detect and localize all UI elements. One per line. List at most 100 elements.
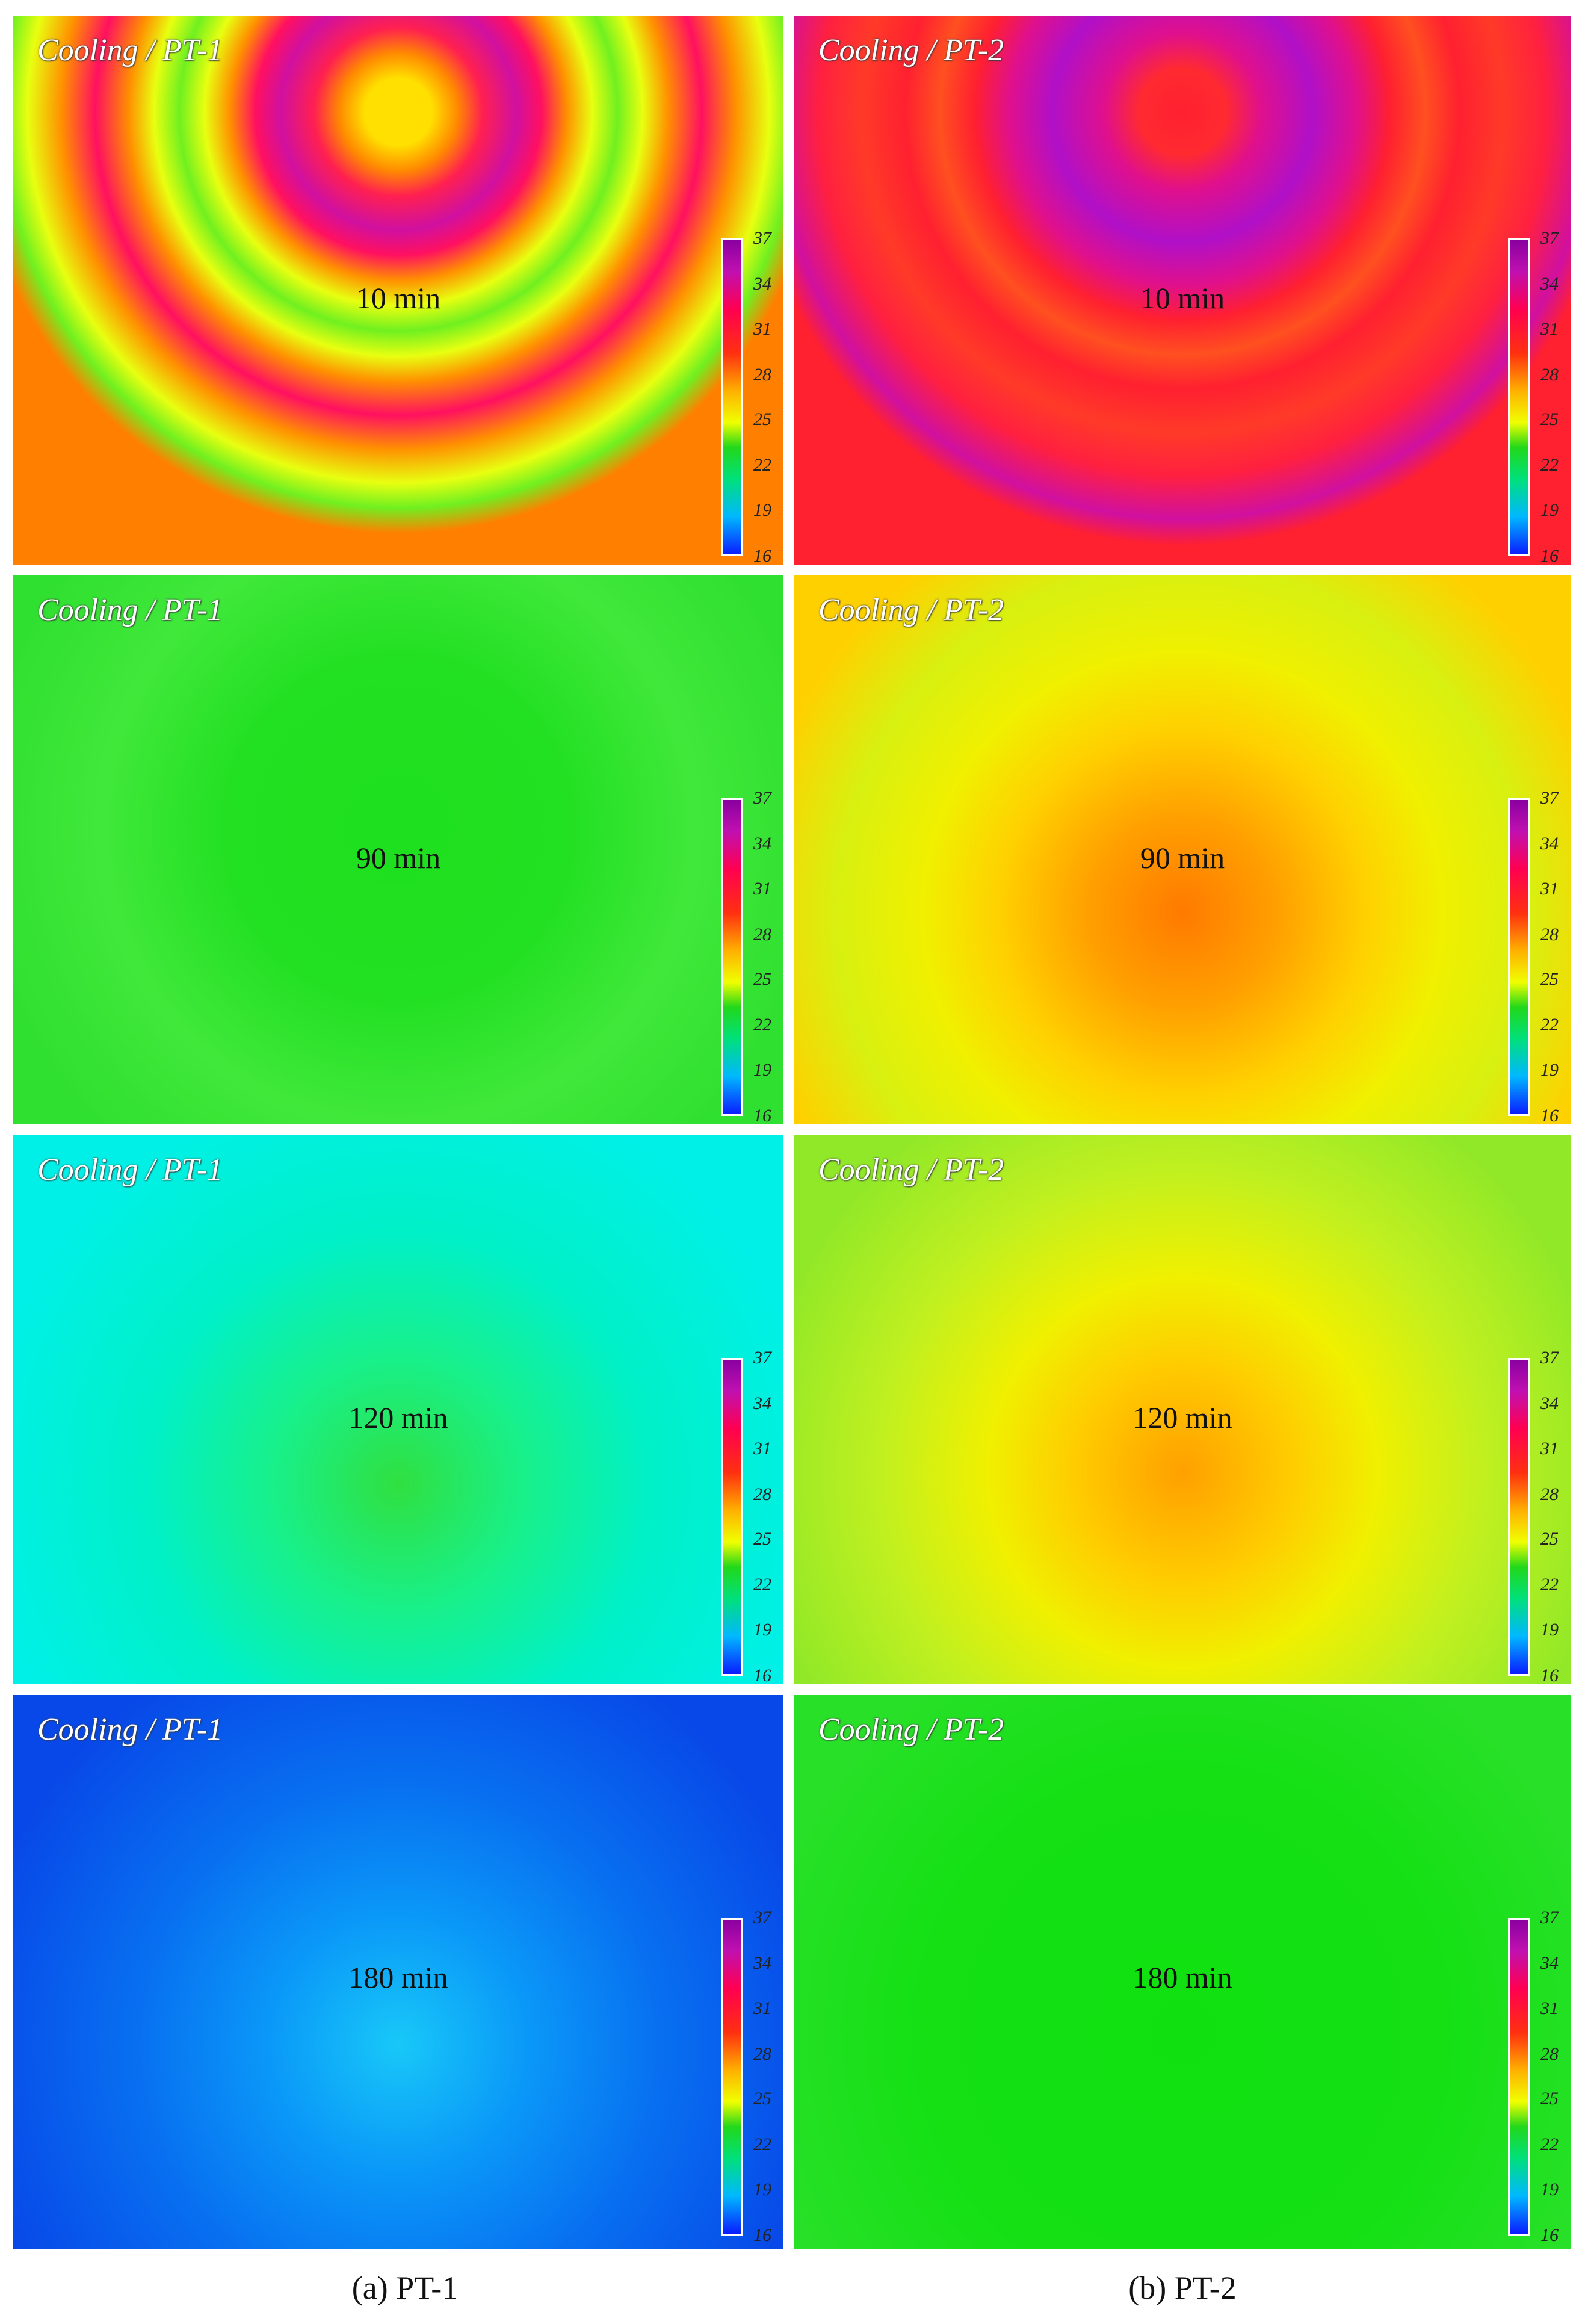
colorbar-tick: 16	[1540, 1106, 1559, 1125]
panel-title: Cooling / PT-1	[37, 33, 223, 67]
colorbar-tick: 31	[1540, 879, 1559, 899]
colorbar-tick: 34	[1540, 833, 1559, 854]
thermal-panel-pt1-120min: Cooling / PT-1 120 min 37 34 31 28 25 22…	[13, 1135, 783, 1684]
colorbar-tick: 22	[753, 2134, 771, 2154]
thermal-panel-pt1-90min: Cooling / PT-1 90 min 37 34 31 28 25 22 …	[13, 575, 783, 1124]
colorbar-tick: 34	[753, 1393, 771, 1413]
panel-title: Cooling / PT-1	[37, 1153, 223, 1187]
colorbar-tick: 37	[753, 228, 771, 248]
colorbar	[1508, 1358, 1530, 1676]
colorbar-tick: 37	[753, 788, 771, 808]
thermal-image-pt2-120min	[794, 1135, 1571, 1684]
panel-time-label: 90 min	[356, 841, 441, 875]
thermal-image-pt1-10min	[13, 16, 783, 565]
colorbar-tick: 16	[1540, 2225, 1559, 2245]
thermal-panel-pt2-10min: Cooling / PT-2 10 min 37 34 31 28 25 22 …	[794, 16, 1571, 565]
colorbar-tick: 25	[753, 409, 771, 430]
colorbar-tick: 16	[753, 1666, 771, 1685]
panel-time-label: 120 min	[348, 1401, 448, 1434]
colorbar-ticks: 37 34 31 28 25 22 19 16	[1530, 789, 1559, 1125]
colorbar-tick: 34	[1540, 273, 1559, 294]
colorbar-ticks: 37 34 31 28 25 22 19 16	[743, 1349, 771, 1685]
thermal-panel-pt1-180min: Cooling / PT-1 180 min 37 34 31 28 25 22…	[13, 1695, 783, 2249]
colorbar-tick: 22	[753, 454, 771, 475]
colorbar-ticks: 37 34 31 28 25 22 19 16	[1530, 1909, 1559, 2245]
panel-time-label: 180 min	[348, 1960, 448, 1994]
colorbar-tick: 25	[1540, 2089, 1559, 2109]
colorbar-tick: 28	[753, 2044, 771, 2064]
colorbar-tick: 34	[753, 833, 771, 854]
colorbar-tick: 31	[753, 319, 771, 339]
colorbar-tick: 37	[1540, 228, 1559, 248]
caption-right: (b) PT-2	[1128, 2270, 1237, 2306]
thermal-panel-pt2-90min: Cooling / PT-2 90 min 37 34 31 28 25 22 …	[794, 575, 1571, 1124]
colorbar-tick: 25	[1540, 1529, 1559, 1549]
colorbar-tick: 22	[1540, 454, 1559, 475]
colorbar-ticks: 37 34 31 28 25 22 19 16	[1530, 229, 1559, 565]
thermal-image-pt2-10min	[794, 16, 1571, 565]
thermal-image-pt1-90min	[13, 575, 783, 1124]
colorbar-tick: 19	[1540, 500, 1559, 521]
colorbar	[721, 238, 743, 556]
colorbar-tick: 22	[753, 1014, 771, 1035]
colorbar-tick: 25	[1540, 409, 1559, 430]
panel-time-label: 10 min	[1140, 281, 1225, 315]
colorbar-tick: 19	[753, 500, 771, 521]
panel-title: Cooling / PT-1	[37, 1712, 223, 1747]
colorbar-tick: 22	[1540, 1014, 1559, 1035]
colorbar-tick: 25	[753, 969, 771, 990]
colorbar-tick: 28	[753, 924, 771, 944]
colorbar-tick: 31	[753, 1439, 771, 1458]
colorbar-tick: 28	[1540, 2044, 1559, 2064]
colorbar-tick: 28	[1540, 364, 1559, 385]
colorbar-tick: 16	[1540, 546, 1559, 565]
colorbar-tick: 34	[753, 273, 771, 294]
colorbar-tick: 25	[1540, 969, 1559, 990]
colorbar-tick: 37	[1540, 1907, 1559, 1927]
panel-title: Cooling / PT-2	[818, 1153, 1004, 1187]
colorbar-tick: 31	[1540, 319, 1559, 339]
colorbar-tick: 37	[1540, 788, 1559, 808]
colorbar	[721, 1358, 743, 1676]
thermal-image-pt2-180min	[794, 1695, 1571, 2249]
colorbar-tick: 34	[753, 1953, 771, 1973]
colorbar-tick: 19	[1540, 1060, 1559, 1080]
panel-time-label: 10 min	[356, 281, 441, 315]
colorbar-tick: 28	[1540, 924, 1559, 944]
panel-time-label: 180 min	[1132, 1960, 1232, 1994]
colorbar-tick: 28	[753, 364, 771, 385]
colorbar	[721, 798, 743, 1116]
panel-title: Cooling / PT-2	[818, 1712, 1004, 1747]
colorbar-tick: 34	[1540, 1953, 1559, 1973]
colorbar-tick: 31	[1540, 1439, 1559, 1458]
colorbar-tick: 19	[753, 2180, 771, 2200]
colorbar-tick: 25	[753, 2089, 771, 2109]
colorbar-ticks: 37 34 31 28 25 22 19 16	[1530, 1349, 1559, 1685]
colorbar-tick: 22	[1540, 2134, 1559, 2154]
caption-left: (a) PT-1	[351, 2270, 459, 2306]
colorbar-tick: 25	[753, 1529, 771, 1549]
colorbar	[1508, 1918, 1530, 2236]
panel-title: Cooling / PT-2	[818, 593, 1004, 627]
thermal-panel-pt1-10min: Cooling / PT-1 10 min 37 34 31 28 25 22 …	[13, 16, 783, 565]
colorbar-tick: 31	[753, 879, 771, 899]
colorbar-tick: 31	[753, 1998, 771, 2018]
colorbar-tick: 16	[753, 546, 771, 565]
colorbar-tick: 22	[1540, 1574, 1559, 1594]
colorbar-ticks: 37 34 31 28 25 22 19 16	[743, 1909, 771, 2245]
colorbar-tick: 34	[1540, 1393, 1559, 1413]
colorbar-ticks: 37 34 31 28 25 22 19 16	[743, 229, 771, 565]
panel-time-label: 120 min	[1132, 1401, 1232, 1434]
thermal-image-pt2-90min	[794, 575, 1571, 1124]
colorbar-tick: 37	[753, 1907, 771, 1927]
colorbar-tick: 37	[753, 1348, 771, 1368]
colorbar-tick: 16	[1540, 1666, 1559, 1685]
colorbar-tick: 22	[753, 1574, 771, 1594]
thermal-panel-pt2-120min: Cooling / PT-2 120 min 37 34 31 28 25 22…	[794, 1135, 1571, 1684]
colorbar-tick: 19	[753, 1060, 771, 1080]
colorbar-ticks: 37 34 31 28 25 22 19 16	[743, 789, 771, 1125]
thermal-panel-pt2-180min: Cooling / PT-2 180 min 37 34 31 28 25 22…	[794, 1695, 1571, 2249]
colorbar-tick: 19	[753, 1620, 771, 1640]
colorbar-tick: 16	[753, 2225, 771, 2245]
colorbar-tick: 28	[753, 1484, 771, 1504]
